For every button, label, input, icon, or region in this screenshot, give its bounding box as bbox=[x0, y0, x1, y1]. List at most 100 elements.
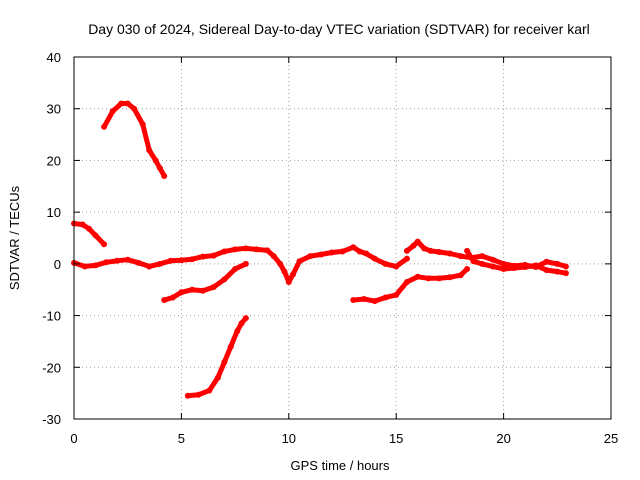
data-point-arc-5 bbox=[227, 343, 234, 350]
data-point-arc-6 bbox=[457, 272, 464, 279]
data-point-arc-3 bbox=[328, 249, 335, 256]
data-point-arc-4 bbox=[161, 297, 168, 304]
data-point-arc-1 bbox=[156, 165, 163, 172]
data-point-arc-3 bbox=[189, 256, 196, 263]
data-point-arc-4 bbox=[232, 266, 239, 273]
data-point-arc-7 bbox=[427, 247, 434, 254]
tick-layer: 0 5 10 15 20 25 -30 -20 -10 0 10 20 30 40 bbox=[42, 50, 618, 446]
data-point-arc-2 bbox=[101, 241, 108, 248]
y-tick-label: 10 bbox=[47, 205, 61, 220]
data-point-arc-3 bbox=[221, 248, 228, 255]
y-tick-label: -20 bbox=[42, 360, 61, 375]
data-point-arc-3 bbox=[81, 263, 88, 270]
data-point-arc-6 bbox=[350, 297, 357, 304]
data-point-arc-6 bbox=[464, 266, 471, 273]
data-point-arc-7 bbox=[414, 238, 421, 245]
data-point-arc-3 bbox=[135, 259, 142, 266]
data-point-arc-8 bbox=[479, 260, 486, 267]
data-point-arc-8 bbox=[562, 270, 569, 277]
data-point-arc-6 bbox=[382, 294, 389, 301]
data-point-arc-7 bbox=[479, 253, 486, 260]
data-point-arc-4 bbox=[221, 276, 228, 283]
data-point-arc-3 bbox=[296, 258, 303, 265]
data-point-arc-4 bbox=[199, 287, 206, 294]
data-point-arc-1 bbox=[118, 100, 125, 107]
data-point-arc-8 bbox=[543, 267, 550, 274]
data-point-arc-3 bbox=[371, 255, 378, 262]
data-point-arc-3 bbox=[113, 257, 120, 264]
data-point-arc-8 bbox=[464, 247, 471, 254]
data-point-arc-8 bbox=[500, 266, 507, 273]
data-point-arc-7 bbox=[554, 260, 561, 267]
data-point-arc-3 bbox=[178, 257, 185, 264]
data-point-arc-7 bbox=[403, 247, 410, 254]
y-tick-label: 20 bbox=[47, 153, 61, 168]
data-point-arc-1 bbox=[152, 157, 159, 164]
x-axis-label: GPS time / hours bbox=[291, 458, 390, 473]
data-point-arc-3 bbox=[270, 253, 277, 260]
data-point-arc-7 bbox=[489, 256, 496, 263]
data-point-arc-1 bbox=[124, 100, 131, 107]
data-point-arc-3 bbox=[156, 260, 163, 267]
data-point-arc-3 bbox=[285, 278, 292, 285]
data-point-arc-3 bbox=[124, 256, 131, 263]
data-point-arc-3 bbox=[318, 251, 325, 258]
data-point-arc-7 bbox=[421, 245, 428, 252]
data-point-arc-3 bbox=[199, 253, 206, 260]
series-layer bbox=[71, 100, 569, 399]
data-point-arc-8 bbox=[522, 263, 529, 270]
x-tick-label: 20 bbox=[496, 431, 510, 446]
data-point-arc-3 bbox=[210, 252, 217, 259]
data-point-arc-1 bbox=[139, 121, 146, 128]
data-point-arc-7 bbox=[436, 248, 443, 255]
y-axis-label: SDTVAR / TECUs bbox=[7, 185, 22, 290]
data-point-arc-1 bbox=[146, 147, 153, 154]
data-point-arc-7 bbox=[446, 250, 453, 257]
data-point-arc-4 bbox=[189, 286, 196, 293]
data-point-arc-1 bbox=[161, 172, 168, 179]
data-point-arc-5 bbox=[238, 320, 245, 327]
series-line-arc-6 bbox=[350, 266, 470, 304]
data-point-arc-3 bbox=[403, 255, 410, 262]
data-point-arc-4 bbox=[210, 284, 217, 291]
data-point-arc-1 bbox=[101, 123, 108, 130]
data-point-arc-3 bbox=[146, 263, 153, 270]
series-line-arc-1 bbox=[101, 101, 167, 179]
data-point-arc-8 bbox=[489, 263, 496, 270]
data-point-arc-3 bbox=[290, 271, 297, 278]
y-tick-label: 0 bbox=[54, 257, 61, 272]
data-point-arc-6 bbox=[393, 291, 400, 298]
data-point-arc-1 bbox=[109, 108, 116, 115]
data-point-arc-6 bbox=[360, 296, 367, 303]
data-point-arc-7 bbox=[500, 260, 507, 267]
data-point-arc-3 bbox=[339, 248, 346, 255]
data-point-arc-4 bbox=[169, 294, 176, 301]
data-point-arc-5 bbox=[234, 328, 241, 335]
data-point-arc-2 bbox=[79, 221, 86, 228]
data-point-arc-7 bbox=[562, 263, 569, 270]
y-tick-label: 30 bbox=[47, 102, 61, 117]
data-point-arc-5 bbox=[195, 391, 202, 398]
data-point-arc-3 bbox=[350, 244, 357, 251]
data-point-arc-6 bbox=[446, 274, 453, 281]
data-point-arc-7 bbox=[410, 242, 417, 249]
data-point-arc-5 bbox=[206, 387, 213, 394]
data-point-arc-3 bbox=[382, 260, 389, 267]
y-tick-label: -10 bbox=[42, 309, 61, 324]
data-point-arc-5 bbox=[221, 359, 228, 366]
data-point-arc-2 bbox=[92, 232, 99, 239]
data-point-arc-6 bbox=[425, 275, 432, 282]
grid-layer bbox=[74, 57, 611, 419]
data-point-arc-6 bbox=[436, 275, 443, 282]
data-point-arc-5 bbox=[242, 315, 249, 322]
data-point-arc-6 bbox=[403, 278, 410, 285]
data-point-arc-3 bbox=[393, 263, 400, 270]
data-point-arc-3 bbox=[264, 247, 271, 254]
data-point-arc-7 bbox=[457, 253, 464, 260]
data-point-arc-8 bbox=[554, 268, 561, 275]
data-point-arc-8 bbox=[511, 264, 518, 271]
x-tick-label: 0 bbox=[70, 431, 77, 446]
data-point-arc-6 bbox=[414, 273, 421, 280]
